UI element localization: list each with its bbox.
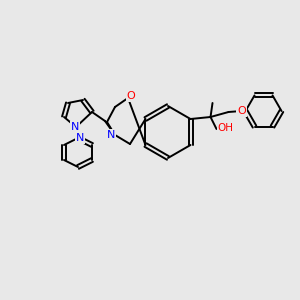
Text: N: N [71,122,79,132]
Text: OH: OH [218,123,233,133]
Text: O: O [237,106,246,116]
Text: O: O [127,91,135,101]
Text: N: N [107,130,115,140]
Text: N: N [76,133,84,143]
